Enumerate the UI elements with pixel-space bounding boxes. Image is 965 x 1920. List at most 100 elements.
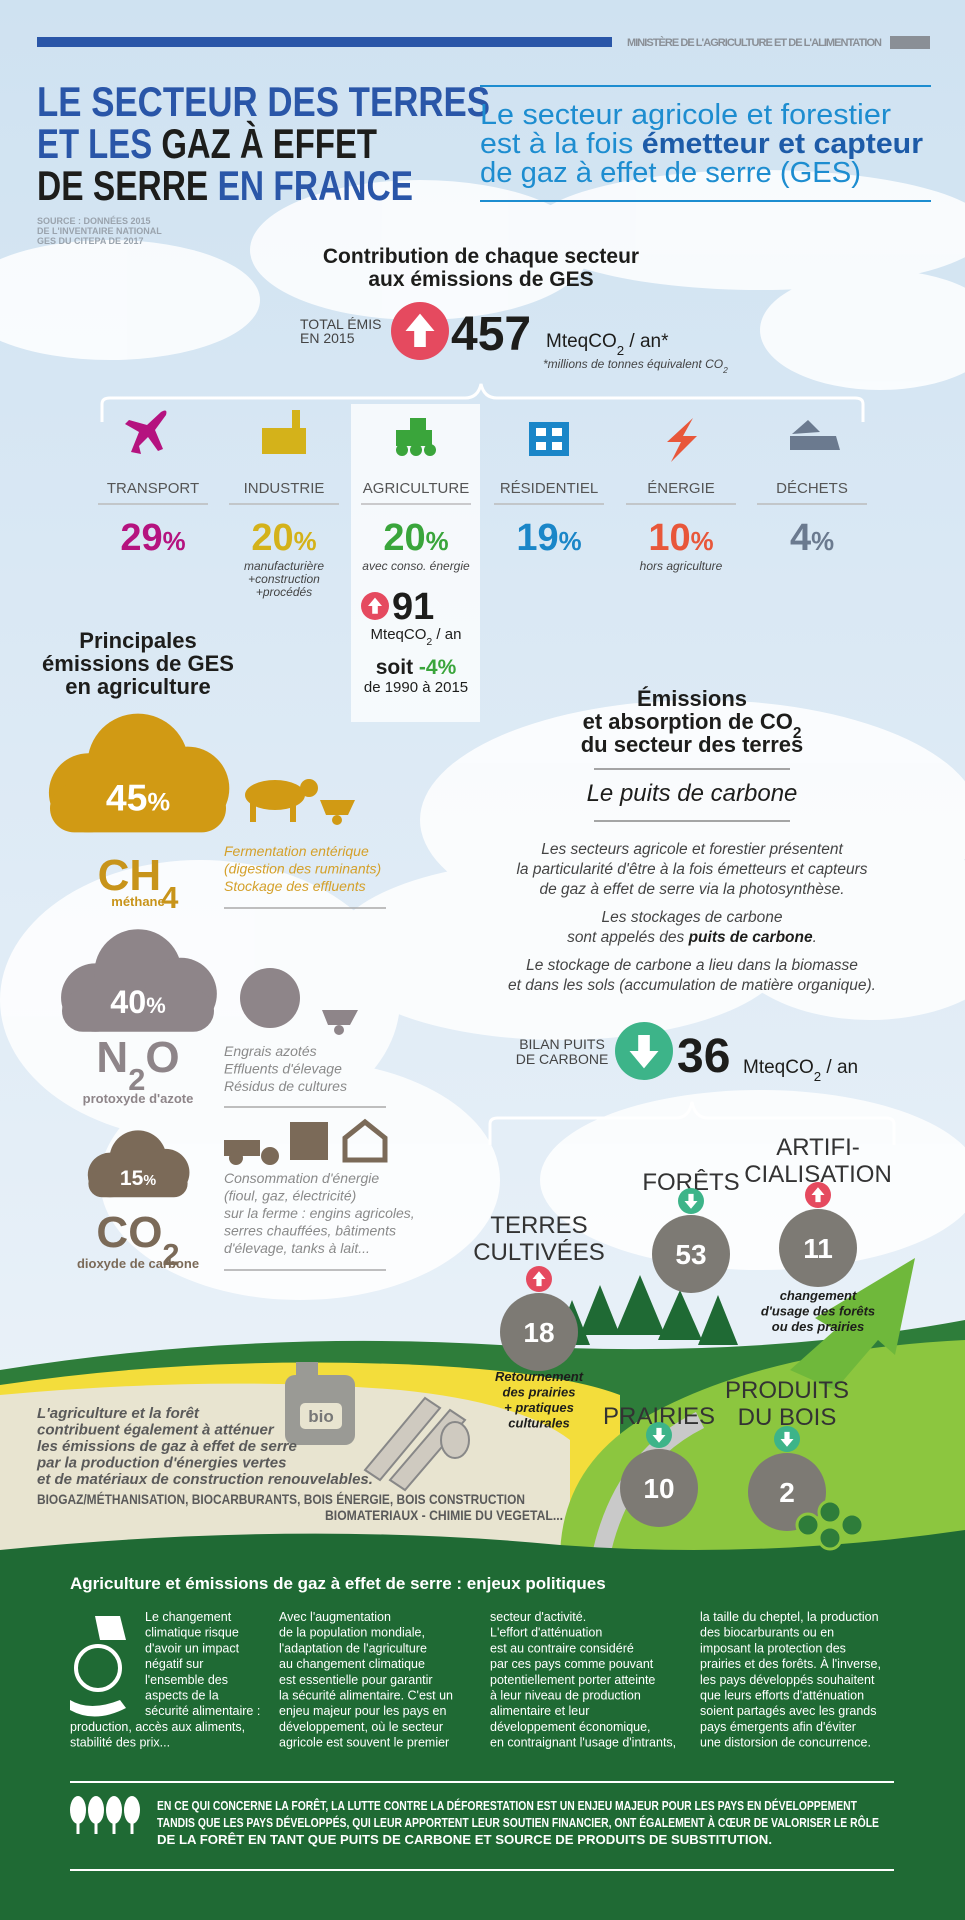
gas-formula: CH4 [98, 851, 179, 915]
sector-value-part: 4 [790, 517, 811, 559]
balance-unit-part: MteqCO [743, 1057, 814, 1078]
icon-logs [817, 1525, 843, 1551]
icon-greenhouse [290, 1122, 328, 1160]
icon-logs [839, 1512, 865, 1538]
mitigation-products: BIOMATERIAUX - CHIMIE DU VEGETAL... [325, 1507, 563, 1523]
icon-jerrycan [296, 1362, 318, 1376]
sector-label: RÉSIDENTIEL [500, 480, 598, 497]
footnote: *millions de tonnes équivalent CO2 [543, 357, 728, 375]
policy-text: L'effort d'atténuation [490, 1626, 602, 1640]
arrow-icon [684, 1193, 698, 1209]
paragraph-part: et dans les sols (accumulation de matièr… [508, 977, 876, 994]
sector-label: TRANSPORT [107, 480, 199, 497]
gas-formula-part: CH [98, 851, 162, 900]
icon-bulb [440, 1421, 470, 1459]
policy-text: prairies et des forêts. À l'inverse, [700, 1656, 881, 1671]
flow-value: 10 [643, 1473, 674, 1504]
gas-formula: N2O [96, 1033, 179, 1097]
policy-text: en contraignant l'usage d'intrants, [490, 1736, 676, 1750]
section-title: Contribution de chaque secteur [323, 245, 639, 268]
policy-text: les pays développés souhaitent [700, 1673, 875, 1687]
icon-cow [290, 800, 296, 822]
main-title-part: GAZ À EFFET [161, 120, 377, 167]
sector-value: 4% [790, 517, 834, 559]
gas-source: Effluents d'élevage [224, 1061, 342, 1077]
subtitle-part: est à la fois [480, 128, 642, 160]
total-label: EN 2015 [300, 330, 355, 346]
footer-text: EN CE QUI CONCERNE LA FORÊT, LA LUTTE CO… [157, 1798, 857, 1813]
balance-unit-part: / an [821, 1057, 858, 1078]
policy-text: est au contraire considéré [490, 1641, 634, 1655]
flow-value: 53 [675, 1239, 706, 1270]
main-title-part: ET LES [37, 120, 161, 167]
policy-text: Avec l'augmentation [279, 1610, 391, 1624]
gas-share-part: % [146, 993, 166, 1018]
balance-unit-part: 2 [814, 1069, 821, 1084]
flow-note: ou des prairies [772, 1319, 864, 1334]
flow-circle [500, 1293, 578, 1371]
policy-text: que leurs efforts d'atténuation [700, 1689, 864, 1703]
icon-wheelbarrow [322, 1010, 358, 1025]
header-bar [37, 37, 612, 47]
icon-factory [262, 428, 306, 454]
policy-text: d'avoir un impact [145, 1641, 240, 1655]
flow-circle [748, 1453, 826, 1531]
gas-share-part: % [143, 1173, 156, 1189]
flow-note: culturales [508, 1416, 569, 1431]
sector-note: +procédés [256, 585, 312, 599]
policy-text: à leur niveau de production [490, 1689, 641, 1703]
paragraph-part: sont appelés des [567, 929, 689, 946]
flow-circle [620, 1449, 698, 1527]
balance-value: 36 [677, 1030, 730, 1083]
policy-text: par ces pays comme pouvant [490, 1657, 654, 1671]
arrow-icon [652, 1427, 666, 1443]
gas-source: serres chauffées, bâtiments [224, 1223, 396, 1239]
source-note: SOURCE : DONNÉES 2015 [37, 216, 151, 226]
gas-name: dioxyde de carbone [77, 1256, 199, 1271]
gas-share: 15% [120, 1167, 156, 1190]
gas-share-part: % [147, 788, 170, 816]
sector-value-part: % [163, 528, 186, 556]
icon-wheelbarrow [334, 1025, 344, 1035]
icon-tree [124, 1796, 140, 1824]
arrow-icon [629, 1035, 659, 1069]
sector-value-part: % [559, 528, 582, 556]
policy-text: sécurité alimentaire : [145, 1704, 260, 1718]
arrow-icon [811, 1187, 825, 1203]
icon-logs [817, 1499, 843, 1525]
gas-share: 45% [106, 776, 170, 818]
flow-value: 18 [523, 1317, 554, 1348]
icon-tractor [396, 444, 408, 456]
paragraph: Le stockage de carbone a lieu dans la bi… [526, 957, 858, 974]
policy-text: potentiellement porter atteinte [490, 1673, 655, 1687]
mitigation-text: les émissions de gaz à effet de serre [37, 1438, 297, 1455]
gas-source: (fioul, gaz, électricité) [224, 1188, 356, 1204]
paragraph: Les stockages de carbone [602, 909, 783, 926]
policy-text: des biocarburants ou en [700, 1626, 834, 1640]
section-title: émissions de GES [42, 651, 234, 676]
ground-band [0, 1530, 965, 1920]
agri-value: 91 [392, 586, 434, 628]
policy-text: production, accès aux aliments, [70, 1720, 245, 1734]
gas-formula-part: 4 [161, 880, 178, 915]
sector-note: hors agriculture [640, 559, 723, 573]
gas-formula-part: 2 [162, 1237, 179, 1272]
flow-note: changement [780, 1288, 857, 1303]
footnote-part: 2 [722, 365, 728, 375]
paragraph-part: la particularité d'être à la fois émette… [516, 861, 867, 878]
icon-tractor [224, 1140, 260, 1156]
sector-value: 20% [383, 517, 448, 559]
flow-label: CULTIVÉES [473, 1239, 605, 1266]
icon-tractor [410, 418, 426, 432]
arrow-icon [780, 1431, 794, 1447]
agri-unit-part: 2 [426, 636, 432, 648]
icon-truck [790, 436, 822, 450]
clouds [0, 170, 965, 1300]
gas-source: Engrais azotés [224, 1043, 317, 1059]
icon-tractor [229, 1151, 243, 1165]
paragraph-part: Les secteurs agricole et forestier prése… [541, 841, 843, 858]
section-title: du secteur des terres [581, 732, 804, 757]
flow-note: + pratiques [504, 1400, 574, 1415]
footnote-part: *millions de tonnes équivalent CO [543, 357, 723, 371]
